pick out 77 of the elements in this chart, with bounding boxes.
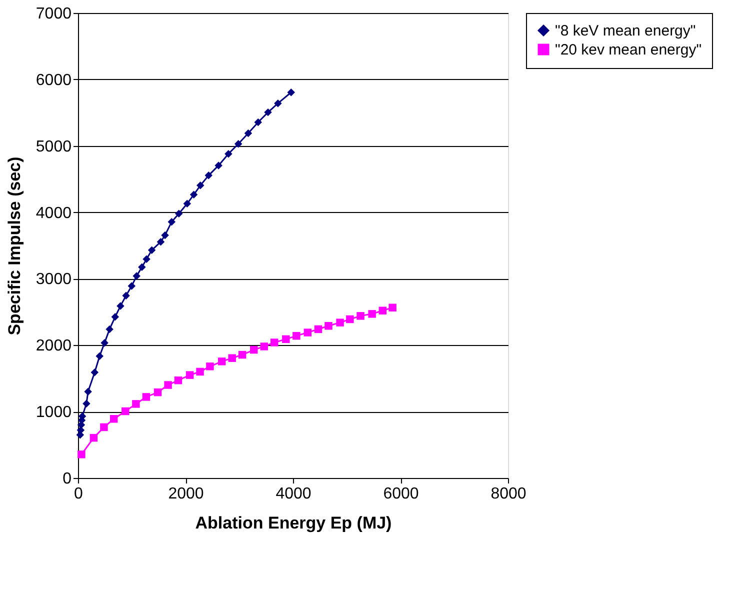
y-axis-title: Specific Impulse (sec): [4, 156, 24, 336]
point: [164, 381, 172, 389]
point: [84, 388, 92, 396]
point: [100, 338, 108, 347]
y-tick-label: 6000: [36, 72, 72, 89]
point: [161, 231, 169, 240]
point: [174, 376, 182, 384]
point: [238, 350, 246, 359]
point: [270, 338, 278, 346]
point: [142, 255, 150, 263]
point: [175, 210, 183, 218]
y-tick-label: 7000: [36, 6, 72, 22]
point: [138, 263, 146, 271]
point: [274, 99, 282, 108]
x-axis-title: Ablation Energy Ep (MJ): [195, 514, 392, 532]
point: [250, 346, 258, 354]
point: [190, 190, 198, 199]
point: [218, 358, 226, 366]
point: [287, 88, 295, 96]
point: [346, 315, 354, 324]
y-tick-label: 5000: [36, 138, 72, 156]
x-tick-label: 8000: [490, 486, 526, 502]
x-tick-label: 2000: [168, 486, 204, 502]
x-tick-label: 0: [74, 486, 84, 502]
point: [82, 400, 90, 408]
point: [142, 393, 150, 401]
point: [90, 434, 98, 442]
point: [168, 218, 176, 226]
point: [156, 238, 165, 246]
point: [196, 368, 204, 376]
point: [106, 325, 114, 334]
point: [356, 312, 364, 320]
point: [244, 129, 252, 138]
point: [132, 400, 140, 408]
x-tick-label: 4000: [276, 486, 312, 502]
point: [206, 362, 214, 370]
point: [122, 407, 130, 416]
y-tick-label: 1000: [36, 404, 72, 422]
point: [314, 325, 322, 334]
point: [116, 302, 124, 310]
point: [132, 272, 140, 280]
point: [224, 150, 232, 158]
point: [282, 335, 290, 344]
x-tick-label: 6000: [383, 486, 419, 502]
point: [234, 140, 242, 148]
point: [304, 328, 312, 336]
point: [111, 313, 120, 321]
point: [186, 371, 194, 379]
point: [388, 304, 396, 312]
legend-label: "8 keV mean energy": [555, 22, 696, 40]
point: [368, 310, 376, 318]
y-tick-label: 3000: [36, 271, 72, 288]
point: [196, 182, 204, 190]
y-tick-label: 0: [62, 470, 72, 488]
point: [78, 450, 86, 458]
point: [148, 246, 156, 254]
point: [204, 172, 212, 180]
point: [100, 423, 108, 432]
point: [214, 162, 222, 170]
point: [292, 332, 300, 340]
point: [110, 415, 118, 423]
point: [154, 388, 162, 396]
point: [96, 352, 104, 360]
y-tick-label: 2000: [36, 338, 72, 355]
legend-label: "20 kev mean energy": [555, 42, 702, 58]
point: [90, 368, 99, 376]
point: [260, 342, 268, 350]
point: [254, 118, 262, 126]
point: [128, 282, 136, 290]
point: [228, 354, 236, 362]
point: [324, 322, 332, 330]
point: [336, 318, 344, 326]
point: [122, 292, 130, 300]
point: [378, 306, 387, 314]
y-tick-label: 4000: [36, 204, 72, 222]
point: [183, 200, 192, 208]
point: [264, 108, 272, 116]
